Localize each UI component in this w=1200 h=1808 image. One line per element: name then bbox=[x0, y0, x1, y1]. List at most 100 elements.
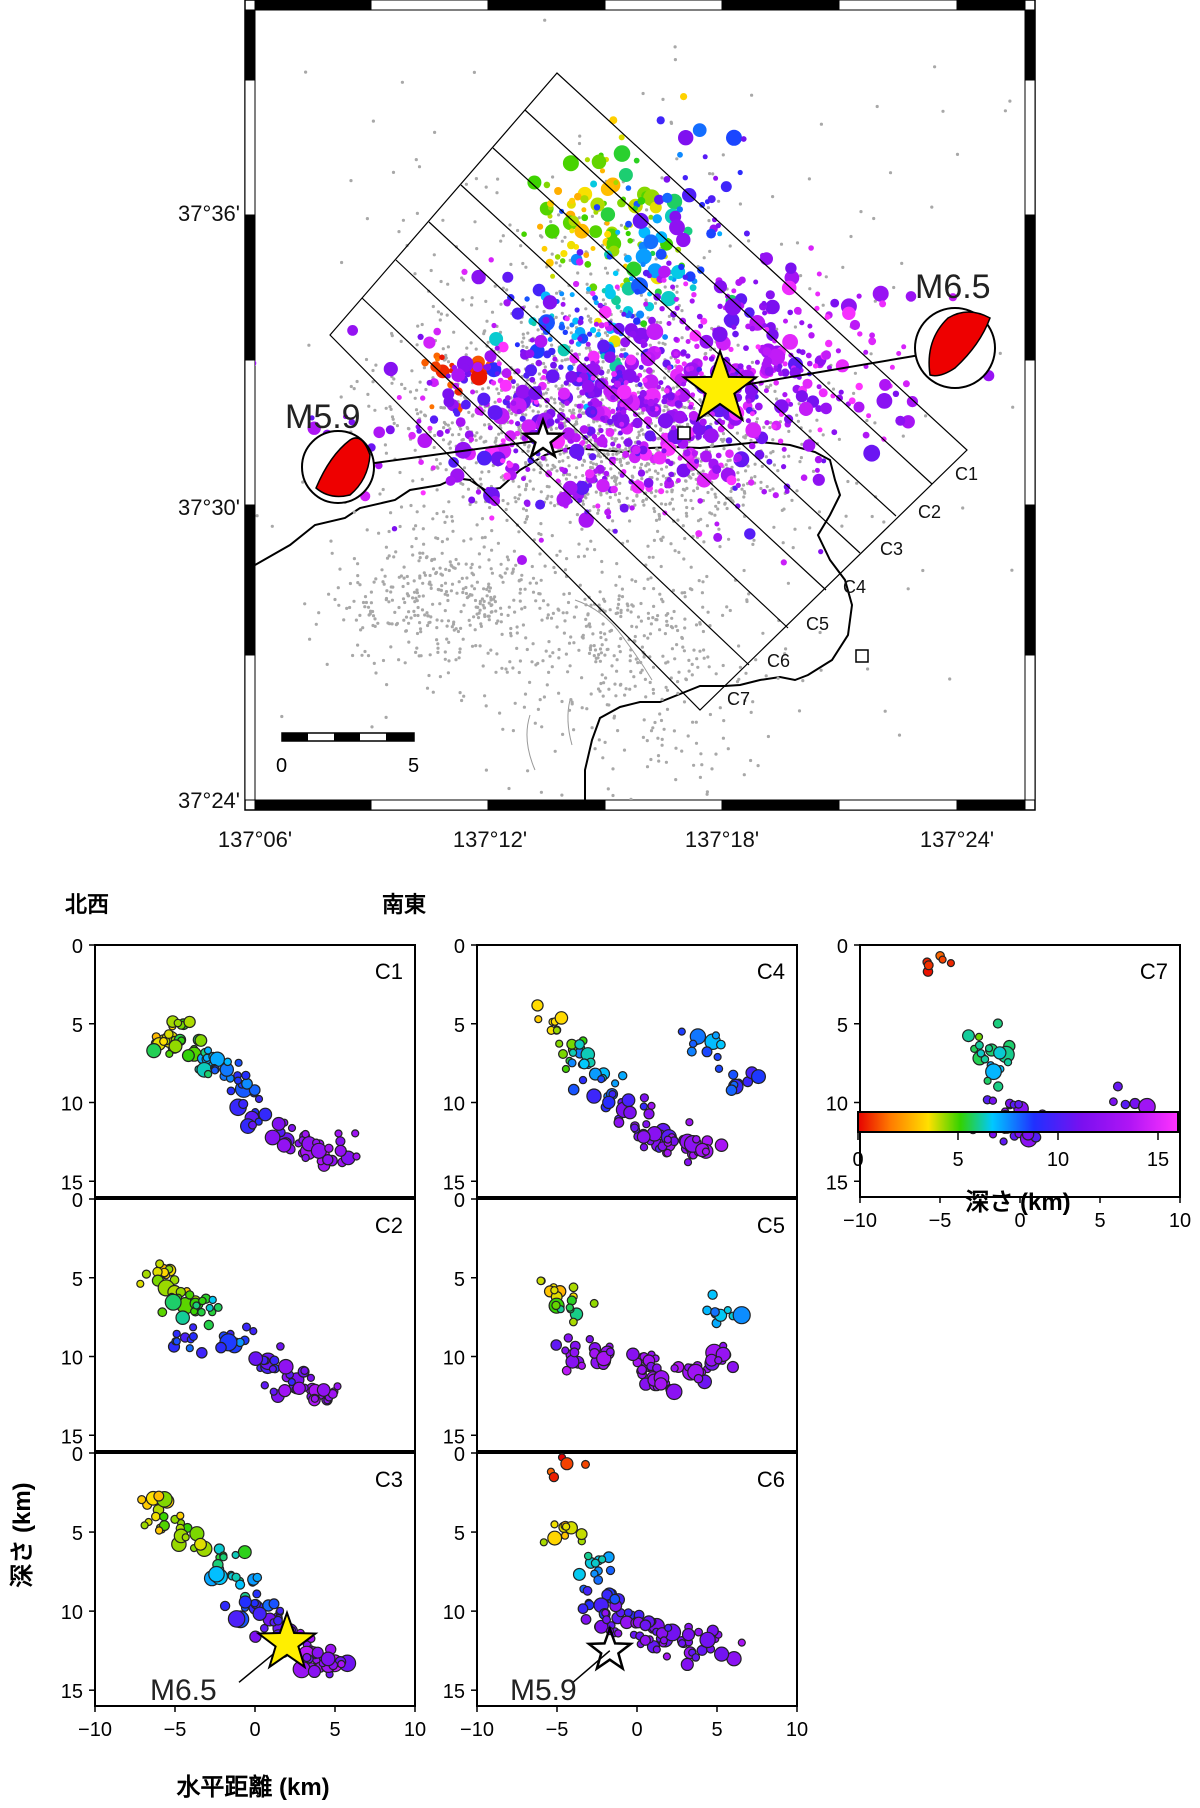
background-event-dot bbox=[499, 239, 503, 243]
background-event-dot bbox=[656, 614, 660, 618]
background-event-dot bbox=[628, 659, 632, 663]
background-event-dot bbox=[621, 357, 626, 361]
hypocenter-dot bbox=[176, 1511, 185, 1520]
border-segment bbox=[244, 654, 256, 801]
depth-tick-label: 15 bbox=[61, 1426, 83, 1448]
background-event-dot bbox=[736, 471, 740, 475]
background-event-dot bbox=[577, 216, 581, 220]
background-event-dot bbox=[645, 208, 649, 212]
background-event-dot bbox=[464, 353, 468, 357]
background-event-dot bbox=[599, 460, 604, 464]
hypocenter-dot bbox=[153, 1490, 165, 1502]
aftershock-dot bbox=[699, 201, 706, 208]
background-event-dot bbox=[518, 587, 523, 591]
background-event-dot bbox=[416, 613, 420, 618]
background-event-dot bbox=[649, 729, 654, 733]
aftershock-dot bbox=[781, 280, 797, 296]
aftershock-dot bbox=[611, 414, 618, 421]
hypocenter-dot bbox=[568, 1048, 578, 1058]
background-event-dot bbox=[768, 426, 772, 430]
aftershock-dot bbox=[812, 473, 825, 486]
background-event-dot bbox=[577, 352, 582, 356]
background-event-dot bbox=[756, 764, 760, 768]
background-event-dot bbox=[593, 548, 597, 552]
background-event-dot bbox=[606, 370, 610, 374]
background-event-dot bbox=[641, 735, 646, 740]
background-event-dot bbox=[394, 623, 398, 627]
background-event-dot bbox=[631, 499, 635, 503]
background-event-dot bbox=[705, 792, 709, 796]
background-event-dot bbox=[317, 611, 321, 615]
background-event-dot bbox=[646, 544, 650, 548]
background-event-dot bbox=[795, 413, 799, 417]
hypocenter-dot bbox=[223, 1057, 233, 1067]
background-event-dot bbox=[501, 580, 505, 584]
background-event-dot bbox=[728, 608, 732, 613]
background-event-dot bbox=[476, 616, 481, 620]
background-event-dot bbox=[701, 605, 705, 609]
background-event-dot bbox=[799, 456, 804, 460]
background-event-dot bbox=[558, 401, 563, 405]
hypocenter-dot bbox=[184, 1290, 195, 1300]
background-event-dot bbox=[530, 564, 534, 569]
background-event-dot bbox=[446, 282, 450, 286]
aftershock-dot bbox=[674, 400, 682, 407]
border-segment bbox=[604, 0, 723, 11]
aftershock-dot bbox=[560, 258, 566, 264]
background-event-dot bbox=[669, 542, 673, 546]
background-event-dot bbox=[414, 158, 418, 162]
aftershock-dot bbox=[713, 532, 723, 542]
background-event-dot bbox=[566, 670, 570, 674]
hypocenter-dot bbox=[723, 1305, 732, 1315]
aftershock-dot bbox=[777, 438, 784, 444]
background-event-dot bbox=[479, 622, 483, 626]
background-event-dot bbox=[234, 350, 237, 353]
background-event-dot bbox=[574, 403, 578, 407]
background-event-dot bbox=[784, 647, 788, 651]
hypocenter-dot bbox=[137, 1494, 147, 1505]
background-event-dot bbox=[365, 528, 369, 532]
hypocenter-dot bbox=[258, 1107, 273, 1122]
background-event-dot bbox=[846, 479, 850, 484]
hypocenter-dot bbox=[938, 955, 947, 964]
aftershock-dot bbox=[889, 364, 895, 370]
hypocenter-dot bbox=[664, 1623, 673, 1633]
depth-tick-label: 5 bbox=[454, 1269, 465, 1291]
aftershock-dot bbox=[802, 439, 816, 452]
background-event-dot bbox=[406, 426, 410, 431]
aftershock-dot bbox=[633, 317, 641, 325]
aftershock-dot bbox=[802, 378, 813, 389]
background-event-dot bbox=[416, 412, 420, 416]
background-event-dot bbox=[660, 176, 664, 180]
background-event-dot bbox=[603, 740, 607, 745]
background-event-dot bbox=[525, 515, 530, 519]
aftershock-dot bbox=[782, 392, 788, 398]
background-event-dot bbox=[617, 597, 621, 602]
background-event-dot bbox=[560, 384, 564, 388]
background-event-dot bbox=[798, 460, 802, 464]
hypocenter-dot bbox=[630, 1123, 639, 1133]
background-event-dot bbox=[651, 665, 656, 669]
background-event-dot bbox=[456, 629, 460, 634]
background-event-dot bbox=[404, 629, 408, 633]
aftershock-dot bbox=[506, 461, 514, 469]
hypocenter-dot bbox=[618, 1070, 628, 1081]
aftershock-dot bbox=[665, 458, 671, 464]
background-event-dot bbox=[419, 654, 423, 658]
distance-tick-label: 5 bbox=[329, 1719, 340, 1741]
background-event-dot bbox=[808, 429, 812, 433]
hypocenter-dot bbox=[680, 1657, 694, 1672]
background-event-dot bbox=[924, 414, 928, 418]
hypocenter-dot bbox=[728, 1069, 739, 1080]
background-event-dot bbox=[637, 433, 641, 437]
background-event-dot bbox=[520, 607, 524, 611]
hypocenter-dot bbox=[215, 1341, 227, 1354]
background-event-dot bbox=[543, 564, 547, 568]
aftershock-dot bbox=[544, 224, 560, 239]
border-segment bbox=[244, 9, 256, 81]
background-event-dot bbox=[581, 502, 586, 506]
background-event-dot bbox=[620, 595, 625, 599]
aftershock-dot bbox=[667, 395, 673, 401]
aftershock-dot bbox=[500, 438, 506, 444]
background-event-dot bbox=[619, 463, 624, 467]
